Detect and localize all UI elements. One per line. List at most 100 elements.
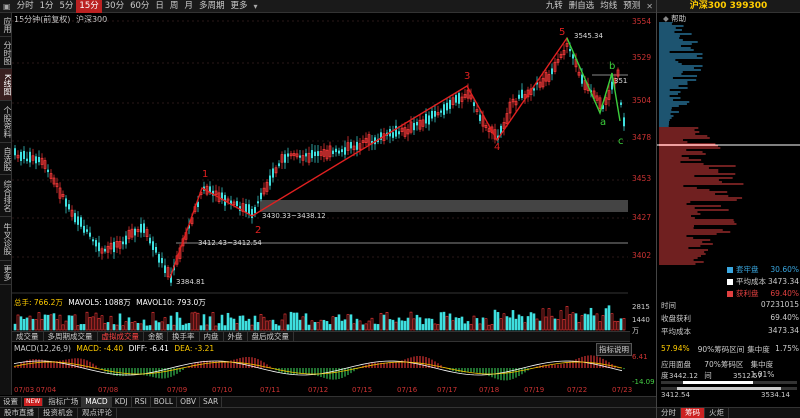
- settings-tab[interactable]: 设置: [0, 397, 22, 407]
- panel-tab-torch[interactable]: 火炬: [705, 408, 729, 418]
- vol-tab-outer[interactable]: 外盘: [224, 332, 248, 341]
- volume-bar: [178, 317, 182, 331]
- volume-bar: [499, 318, 503, 331]
- live-tab[interactable]: 股市直播: [0, 408, 39, 418]
- boll-tab[interactable]: BOLL: [151, 397, 178, 407]
- macd-tab[interactable]: MACD: [82, 397, 112, 407]
- volume-bar: [145, 325, 149, 331]
- period-tab-day[interactable]: 日: [155, 0, 164, 11]
- sidebar-item-more[interactable]: 更多: [0, 261, 12, 285]
- candle-body: [436, 112, 440, 116]
- volume-bar: [184, 323, 188, 331]
- kdj-tab[interactable]: KDJ: [112, 397, 132, 407]
- sidebar-item-apps[interactable]: 应用: [0, 13, 12, 37]
- toggle-icon[interactable]: ▣: [3, 1, 11, 11]
- candle-body: [443, 104, 445, 115]
- diff-value: DIFF: -6.41: [128, 344, 169, 353]
- range-bar-70: 3412.54 3534.14: [661, 387, 797, 401]
- legend-label: 获利盘: [736, 289, 759, 298]
- panel-tab-chips[interactable]: 筹码: [681, 408, 705, 418]
- volume-bar: [427, 318, 431, 331]
- candle-body: [505, 113, 509, 124]
- period-tab-month[interactable]: 月: [184, 0, 193, 11]
- candle-body: [562, 49, 566, 56]
- volume-bar: [226, 312, 230, 331]
- volume-bar: [52, 313, 56, 331]
- volume-bar: [172, 324, 176, 331]
- volume-bar: [403, 320, 407, 331]
- period-tab-1min[interactable]: 1分: [39, 0, 54, 11]
- vol-tab-amount[interactable]: 金额: [144, 332, 168, 341]
- range-bar-90: 3442.12 3512.57: [661, 372, 797, 386]
- rsi-tab[interactable]: RSI: [132, 397, 151, 407]
- candle-body: [164, 265, 166, 274]
- candle-body: [307, 152, 311, 163]
- forecast-button[interactable]: 预测: [623, 0, 641, 11]
- period-tab-multi[interactable]: 多周期: [198, 0, 225, 11]
- vol-tab-inner[interactable]: 内盘: [200, 332, 224, 341]
- candle-body: [47, 169, 49, 173]
- volume-bar: [484, 318, 488, 331]
- candle-body: [572, 54, 574, 59]
- vol-tab-afterhours[interactable]: 盘后成交量: [248, 332, 294, 341]
- wave-label: 4: [494, 142, 500, 153]
- sar-tab[interactable]: SAR: [200, 397, 223, 407]
- close-icon[interactable]: ✕: [646, 1, 653, 11]
- support-zone: [176, 242, 628, 244]
- period-tab-5min[interactable]: 5分: [59, 0, 74, 11]
- volume-bar: [496, 312, 500, 331]
- nine-turn-button[interactable]: 九转: [545, 0, 563, 11]
- candle-body: [134, 228, 136, 236]
- sidebar-item-profile[interactable]: 个股资料: [0, 101, 12, 143]
- sidebar-item-watchlist[interactable]: 自选股: [0, 143, 12, 175]
- volume-bar: [607, 305, 611, 331]
- sidebar-item-diagnosis[interactable]: 牛叉诊股: [0, 217, 12, 261]
- volume-bar: [475, 318, 479, 331]
- indicator-help-button[interactable]: 指标说明: [596, 343, 632, 356]
- panel-tab-intraday[interactable]: 分时: [657, 408, 681, 418]
- vol-tab-turnover[interactable]: 换手率: [168, 332, 200, 341]
- volume-bar: [373, 323, 377, 331]
- candle-body: [100, 248, 104, 254]
- kline-chart[interactable]: 1 2 3 4 5 a b c 3545.34 3384.81 3412.43~3412.54 343…: [12, 13, 628, 386]
- sidebar-item-intraday[interactable]: 分时图: [0, 37, 12, 69]
- candle-body: [161, 258, 163, 264]
- volume-bar: [493, 309, 497, 331]
- moving-average-button[interactable]: 均线: [600, 0, 618, 11]
- volume-bar: [148, 325, 152, 331]
- candle-body: [74, 213, 76, 223]
- price-annotation: 3545.34: [574, 32, 603, 40]
- conc-pct: 57.94%: [661, 344, 690, 353]
- obv-tab[interactable]: OBV: [177, 397, 201, 407]
- volume-axis-top: 2815: [632, 303, 650, 311]
- sidebar-item-kline[interactable]: K线图: [0, 69, 12, 101]
- price-annotation: 3412.43~3412.54: [198, 239, 262, 247]
- dea-line: [13, 361, 623, 375]
- period-tab-intraday[interactable]: 分时: [16, 0, 34, 11]
- help-button[interactable]: ◆ 帮助: [663, 13, 686, 24]
- vol-tab-virtual[interactable]: 虚拟成交量: [98, 332, 144, 341]
- period-tab-15min[interactable]: 15分: [76, 0, 102, 13]
- volume-bar: [319, 319, 323, 331]
- wave-label: b: [609, 61, 615, 72]
- sidebar-item-ranking[interactable]: 综合排名: [0, 175, 12, 217]
- comment-tab[interactable]: 观点评论: [78, 408, 117, 418]
- candle-body: [473, 102, 475, 107]
- volume-bar: [568, 314, 572, 331]
- remove-watchlist-button[interactable]: 删自选: [568, 0, 595, 11]
- volume-bar: [40, 318, 44, 331]
- vol-tab-multi[interactable]: 多周期成交量: [44, 332, 98, 341]
- indicator-square-tab[interactable]: 指标广场: [45, 397, 83, 407]
- period-tab-week[interactable]: 周: [169, 0, 179, 11]
- candle-body: [409, 121, 413, 133]
- period-tab-30min[interactable]: 30分: [104, 0, 125, 11]
- volume-bar: [67, 315, 71, 331]
- volume-bar: [559, 310, 563, 331]
- candle-body: [356, 141, 358, 150]
- candle-body: [269, 175, 271, 186]
- opportunity-tab[interactable]: 投资机会: [39, 408, 78, 418]
- chevron-down-icon[interactable]: ▾: [253, 1, 258, 11]
- period-tab-60min[interactable]: 60分: [130, 0, 150, 11]
- vol-tab-volume[interactable]: 成交量: [12, 332, 44, 341]
- period-tab-more[interactable]: 更多: [230, 0, 248, 11]
